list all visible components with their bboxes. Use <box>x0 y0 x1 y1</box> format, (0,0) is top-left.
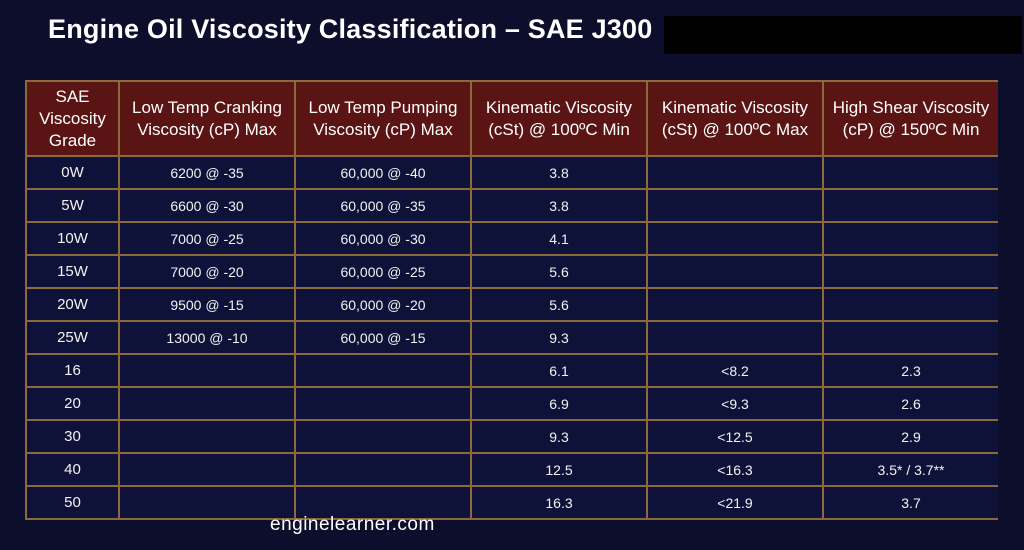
header-pumping-viscosity: Low Temp Pumping Viscosity (cP) Max <box>294 80 472 157</box>
table-row: 25W 13000 @ -10 60,000 @ -15 9.3 <box>25 320 998 355</box>
grade-cell: 10W <box>25 221 120 256</box>
header-sae-grade: SAE Viscosity Grade <box>25 80 120 157</box>
table-row: 15W 7000 @ -20 60,000 @ -25 5.6 <box>25 254 998 289</box>
watermark: enginelearner.com <box>270 514 435 535</box>
table-cell: 60,000 @ -35 <box>294 188 472 223</box>
table-cell: <9.3 <box>646 386 824 421</box>
table-cell: 3.8 <box>470 188 648 223</box>
table-cell: 60,000 @ -25 <box>294 254 472 289</box>
table-cell: 7000 @ -25 <box>118 221 296 256</box>
grade-cell: 16 <box>25 353 120 388</box>
page: { "title": "Engine Oil Viscosity Classif… <box>25 14 1022 535</box>
table-cell: 3.7 <box>822 485 998 520</box>
table-cell: 2.6 <box>822 386 998 421</box>
table-cell: 2.3 <box>822 353 998 388</box>
table-body: 0W 6200 @ -35 60,000 @ -40 3.8 5W 6600 @ -30 6… <box>25 155 998 520</box>
table-cell <box>646 155 824 190</box>
table-cell <box>822 287 998 322</box>
table-cell <box>646 188 824 223</box>
table-cell: 3.5* / 3.7** <box>822 452 998 487</box>
table-cell <box>294 353 472 388</box>
grade-cell: 15W <box>25 254 120 289</box>
table-cell: <8.2 <box>646 353 824 388</box>
table-cell: 60,000 @ -15 <box>294 320 472 355</box>
table-row: 30 9.3 <12.5 2.9 <box>25 419 998 454</box>
table-cell: 60,000 @ -30 <box>294 221 472 256</box>
grade-cell: 20W <box>25 287 120 322</box>
table-row: 10W 7000 @ -25 60,000 @ -30 4.1 <box>25 221 998 256</box>
table-cell: 2.9 <box>822 419 998 454</box>
page-title: Engine Oil Viscosity Classification – SA… <box>48 14 653 44</box>
table-cell <box>118 452 296 487</box>
header-kinematic-max: Kinematic Viscosity (cSt) @ 100ºC Max <box>646 80 824 157</box>
table-cell <box>118 386 296 421</box>
table-cell <box>294 419 472 454</box>
header-high-shear: High Shear Viscosity (cP) @ 150ºC Min <box>822 80 998 157</box>
table-cell <box>822 254 998 289</box>
table-cell: 3.8 <box>470 155 648 190</box>
table-cell: 12.5 <box>470 452 648 487</box>
table-cell <box>822 221 998 256</box>
table-cell: 60,000 @ -40 <box>294 155 472 190</box>
table-cell: <12.5 <box>646 419 824 454</box>
table-cell <box>118 353 296 388</box>
table-cell <box>294 386 472 421</box>
table-row: 50 16.3 <21.9 3.7 <box>25 485 998 520</box>
table-cell <box>822 188 998 223</box>
table-cell: <21.9 <box>646 485 824 520</box>
table-row: 20 6.9 <9.3 2.6 <box>25 386 998 421</box>
table-cell: 6.1 <box>470 353 648 388</box>
table-cell: 13000 @ -10 <box>118 320 296 355</box>
table-cell <box>646 221 824 256</box>
grade-cell: 25W <box>25 320 120 355</box>
redaction-bar <box>664 16 1022 54</box>
header-kinematic-min: Kinematic Viscosity (cSt) @ 100ºC Min <box>470 80 648 157</box>
grade-cell: 5W <box>25 188 120 223</box>
table-cell: 9.3 <box>470 419 648 454</box>
table-row: 40 12.5 <16.3 3.5* / 3.7** <box>25 452 998 487</box>
grade-cell: 30 <box>25 419 120 454</box>
table-cell: 9.3 <box>470 320 648 355</box>
table-cell: 5.6 <box>470 254 648 289</box>
table-cell <box>822 320 998 355</box>
table-cell: 4.1 <box>470 221 648 256</box>
table-cell <box>646 254 824 289</box>
header-row: SAE Viscosity Grade Low Temp Cranking Vi… <box>25 80 998 157</box>
table-cell <box>118 419 296 454</box>
table-cell: 9500 @ -15 <box>118 287 296 322</box>
table-row: 5W 6600 @ -30 60,000 @ -35 3.8 <box>25 188 998 223</box>
table-cell: 6600 @ -30 <box>118 188 296 223</box>
table-cell: 7000 @ -20 <box>118 254 296 289</box>
table-cell <box>822 155 998 190</box>
table-cell <box>646 287 824 322</box>
table-row: 16 6.1 <8.2 2.3 <box>25 353 998 388</box>
table-cell: <16.3 <box>646 452 824 487</box>
table-cell: 5.6 <box>470 287 648 322</box>
table-cell <box>294 485 472 520</box>
table-row: 0W 6200 @ -35 60,000 @ -40 3.8 <box>25 155 998 190</box>
table-cell <box>118 485 296 520</box>
viscosity-table-container: SAE Viscosity Grade Low Temp Cranking Vi… <box>25 80 998 550</box>
header-cranking-viscosity: Low Temp Cranking Viscosity (cP) Max <box>118 80 296 157</box>
table-cell: 6200 @ -35 <box>118 155 296 190</box>
grade-cell: 0W <box>25 155 120 190</box>
grade-cell: 20 <box>25 386 120 421</box>
grade-cell: 40 <box>25 452 120 487</box>
viscosity-table: SAE Viscosity Grade Low Temp Cranking Vi… <box>25 80 998 520</box>
table-cell <box>294 452 472 487</box>
table-cell: 16.3 <box>470 485 648 520</box>
table-row: 20W 9500 @ -15 60,000 @ -20 5.6 <box>25 287 998 322</box>
table-cell: 6.9 <box>470 386 648 421</box>
table-cell <box>646 320 824 355</box>
grade-cell: 50 <box>25 485 120 520</box>
table-cell: 60,000 @ -20 <box>294 287 472 322</box>
